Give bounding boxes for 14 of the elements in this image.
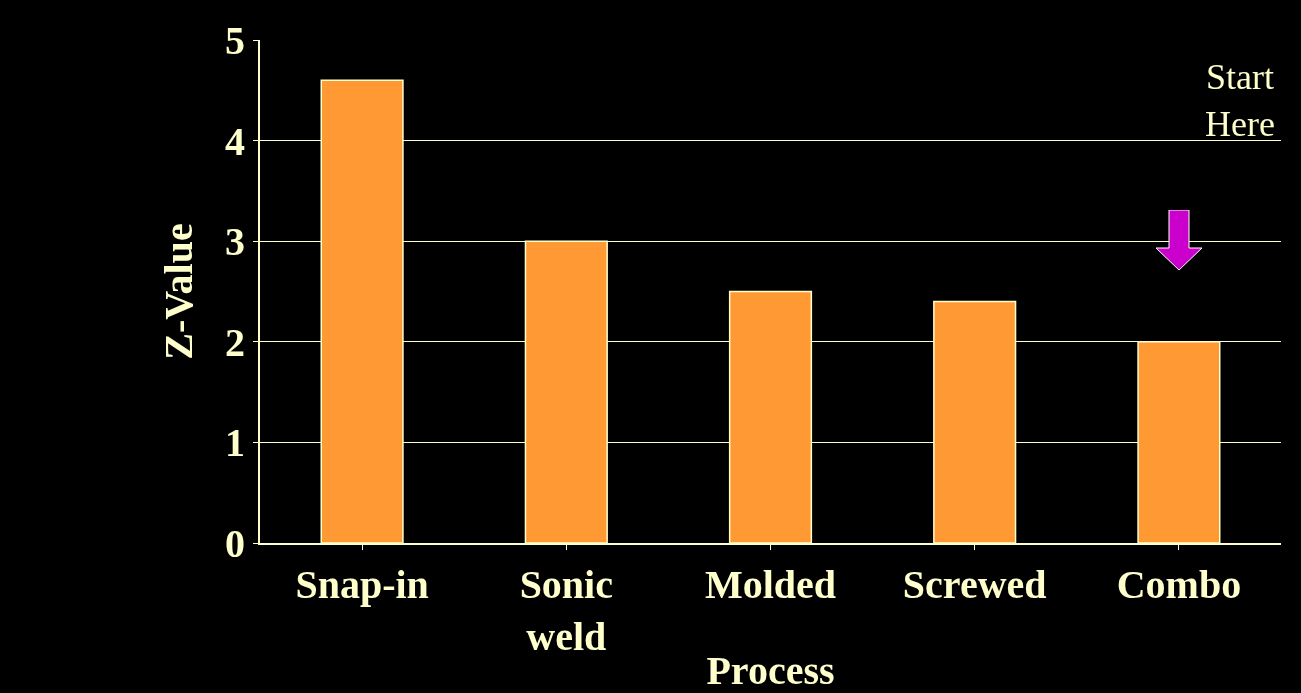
y-tick-label: 0 bbox=[225, 521, 245, 566]
y-tick-label: 1 bbox=[225, 420, 245, 466]
x-tick-label: Snap-in bbox=[295, 562, 429, 607]
y-tick-label: 4 bbox=[225, 118, 245, 164]
annotation: Start Here bbox=[1205, 57, 1275, 144]
y-tick-label: 2 bbox=[225, 319, 245, 365]
x-tick-label: Screwed bbox=[902, 562, 1047, 607]
x-axis-title: Process bbox=[706, 648, 835, 693]
x-tick-label: Combo bbox=[1116, 562, 1242, 607]
y-tick-label: 5 bbox=[225, 18, 245, 63]
x-tick-label: Sonic weld bbox=[519, 562, 613, 659]
y-tick-label: 3 bbox=[225, 219, 245, 265]
x-tick-label: Molded bbox=[704, 562, 837, 607]
y-axis-title: Z-Value bbox=[156, 223, 201, 360]
